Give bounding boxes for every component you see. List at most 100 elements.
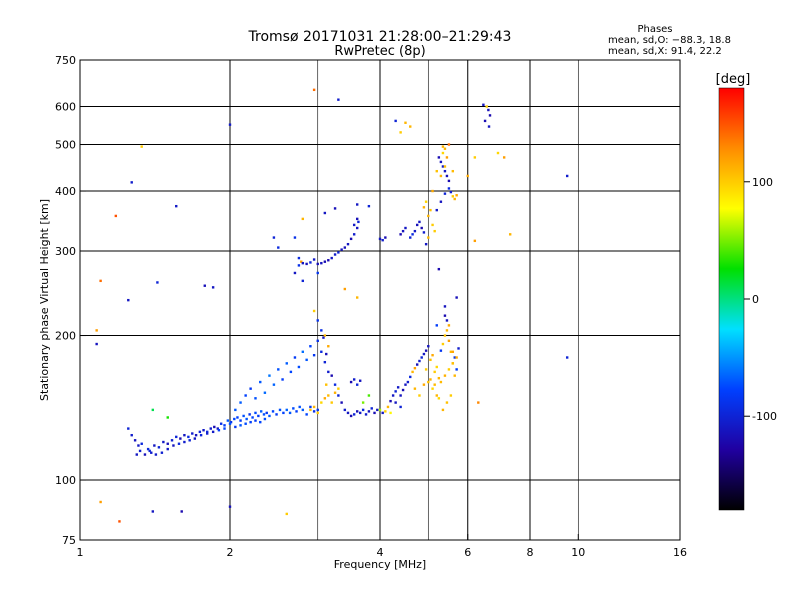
y-tick-label: 300: [55, 245, 76, 258]
scatter-point: [439, 349, 443, 352]
scatter-point: [418, 220, 421, 224]
scatter-point: [327, 345, 330, 348]
scatter-point: [355, 226, 359, 230]
scatter-point: [453, 374, 456, 377]
scatter-point: [451, 350, 455, 353]
scatter-point: [327, 259, 330, 262]
scatter-point: [433, 229, 436, 233]
scatter-point: [487, 125, 491, 128]
scatter-point: [399, 233, 402, 236]
scatter-points: [95, 88, 569, 523]
x-tick-label: 10: [571, 546, 585, 559]
scatter-point: [508, 233, 512, 236]
scatter-point: [193, 437, 197, 440]
scatter-point: [343, 246, 347, 249]
scatter-point: [320, 401, 323, 404]
scatter-point: [349, 414, 353, 418]
y-tick-label: 75: [62, 534, 76, 547]
scatter-point: [482, 103, 485, 106]
scatter-point: [282, 411, 285, 415]
scatter-point: [151, 510, 155, 513]
scatter-point: [565, 174, 569, 178]
scatter-point: [352, 378, 356, 381]
y-tick-label: 100: [55, 474, 76, 487]
scatter-point: [437, 156, 441, 159]
scatter-point: [333, 207, 337, 210]
scatter-point: [297, 264, 301, 267]
scatter-point: [399, 131, 402, 134]
y-tick-label: 500: [55, 139, 76, 152]
scatter-point: [151, 408, 155, 412]
scatter-point: [228, 422, 232, 425]
scatter-point: [254, 411, 257, 415]
scatter-point: [323, 334, 327, 337]
scatter-point: [285, 408, 288, 412]
scatter-point: [198, 430, 202, 434]
scatter-point: [272, 236, 276, 239]
scatter-point: [175, 435, 178, 439]
scatter-point: [316, 339, 319, 343]
chart-subtitle: RwPretec (8p): [334, 44, 425, 59]
scatter-point: [424, 242, 428, 246]
scatter-point: [316, 271, 319, 275]
colorbar-label: [deg]: [716, 72, 751, 87]
scatter-point: [297, 365, 301, 369]
scatter-point: [361, 401, 365, 404]
scatter-point: [443, 334, 447, 337]
scatter-point: [409, 125, 412, 128]
scatter-point: [254, 397, 257, 400]
scatter-point: [401, 229, 405, 233]
scatter-point: [166, 442, 169, 445]
scatter-point: [404, 121, 407, 124]
scatter-point: [355, 383, 359, 386]
scatter-point: [441, 342, 445, 346]
x-tick-label: 2: [227, 546, 234, 559]
scatter-point: [211, 286, 215, 289]
scatter-point: [447, 368, 451, 371]
scatter-point: [391, 394, 395, 397]
phases-title: Phases: [637, 24, 672, 35]
scatter-point: [443, 165, 447, 168]
scatter-point: [259, 420, 262, 424]
scatter-point: [422, 352, 426, 356]
scatter-point: [166, 447, 169, 451]
phases-mean-x: mean, sd,X: 91.4, 22.2: [608, 46, 722, 57]
scatter-point: [381, 411, 384, 415]
scatter-point: [422, 206, 426, 209]
scatter-point: [443, 314, 447, 317]
scatter-point: [367, 394, 371, 397]
scatter-point: [441, 151, 445, 155]
scatter-point: [441, 408, 445, 412]
scatter-point: [323, 360, 327, 364]
scatter-point: [435, 208, 438, 212]
scatter-point: [431, 353, 434, 357]
scatter-point: [394, 119, 397, 123]
scatter-point: [427, 380, 430, 384]
scatter-point: [441, 165, 445, 168]
scatter-point: [263, 391, 267, 394]
scatter-point: [249, 420, 252, 424]
scatter-point: [323, 397, 327, 400]
scatter-point: [309, 345, 312, 348]
scatter-point: [340, 401, 343, 404]
scatter-point: [429, 208, 432, 212]
scatter-point: [239, 419, 242, 422]
scatter-point: [449, 394, 453, 397]
scatter-point: [234, 425, 237, 429]
scatter-point: [135, 453, 138, 456]
colorbar: [718, 87, 745, 511]
scatter-point: [312, 405, 316, 409]
scatter-point: [473, 156, 477, 159]
scatter-point: [409, 375, 412, 379]
scatter-point: [333, 383, 337, 386]
scatter-point: [330, 401, 333, 404]
scatter-point: [330, 256, 333, 260]
scatter-point: [166, 416, 169, 419]
scatter-point: [337, 387, 340, 390]
scatter-point: [183, 440, 186, 444]
scatter-point: [418, 394, 421, 397]
scatter-point: [443, 192, 447, 195]
scatter-point: [263, 417, 267, 421]
scatter-point: [292, 407, 295, 410]
scatter-point: [367, 410, 371, 413]
